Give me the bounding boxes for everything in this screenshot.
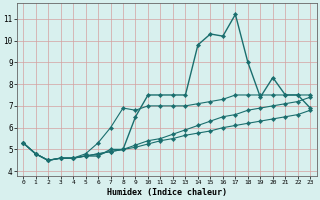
X-axis label: Humidex (Indice chaleur): Humidex (Indice chaleur) (107, 188, 227, 197)
